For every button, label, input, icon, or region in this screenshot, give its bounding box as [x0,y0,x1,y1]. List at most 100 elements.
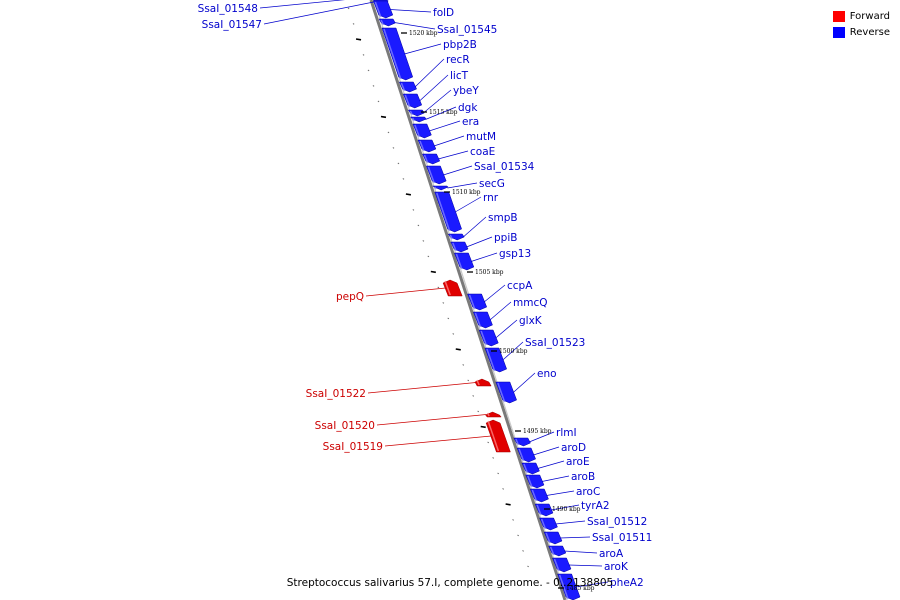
gene-block-secG [432,185,449,191]
leader-line [384,435,492,447]
leader-line [466,236,493,248]
gene-block-eno [495,381,517,404]
leader-line [443,165,473,176]
gene-label-era: era [462,116,479,128]
gene-label-SsaI_01511: SsaI_01511 [592,532,652,544]
gene-block-shade [409,110,413,116]
forward-swatch [832,10,845,22]
scale-label: 1510 kbp [452,189,481,196]
leader-line [489,301,512,321]
gene-label-recR: recR [446,54,470,66]
scale-ticks [347,7,529,568]
gene-label-gsp13: gsp13 [499,248,531,260]
tick-mark [392,147,395,149]
tick-mark [417,224,420,227]
gene-label-SsaI_01523: SsaI_01523 [525,337,585,349]
gene-block-shade [486,348,496,372]
gene-label-tyrA2: tyrA2 [581,500,610,512]
gene-label-aroE: aroE [566,456,590,468]
gene-block-shade [411,117,415,122]
leader-line [541,475,570,482]
leader-line [513,372,536,393]
tick-mark [402,178,405,180]
gene-label-SsaI_01519: SsaI_01519 [323,441,383,453]
gene-label-eno: eno [537,368,557,380]
gene-block-shade [480,330,488,346]
gene-label-rlmI: rlmI [556,427,577,439]
tick-mark [442,302,445,304]
gene-label-secG: secG [479,178,505,190]
leader-line [537,460,565,469]
gene-block-shade [558,574,569,600]
gene-label-ybeY: ybeY [453,85,479,97]
gene-block-shade [549,546,555,556]
gene-block-shade [444,280,451,296]
gene-label-rnr: rnr [483,192,499,204]
tick-mark [527,565,529,568]
gene-block-shade [419,140,425,152]
leader-line [365,287,446,297]
gene-block-ppiB [450,241,469,253]
gene-block-shade [527,475,533,488]
gene-block-shade [515,438,520,446]
tick-mark [380,115,387,119]
gene-block-SsaI_01523 [484,347,507,373]
scale-label: 1515 kbp [429,109,458,116]
scale-label: 1485 kbp [566,585,595,592]
leader-line [483,284,506,303]
gene-block-pbp2B [381,27,414,81]
tick-mark [372,85,375,87]
gene-block-shade [449,234,453,240]
leader-line [495,319,518,339]
leader-line [259,0,346,9]
scale-label: 1495 kbp [523,428,552,435]
leader-line [568,564,603,567]
gene-block-shade [487,420,500,452]
tick-mark [462,364,465,366]
legend-label-reverse: Reverse [849,26,890,38]
leader-line [404,43,442,55]
gene-block-gsp13 [454,252,475,271]
tick-mark [405,193,412,196]
gene-label-ppiB: ppiB [494,232,517,244]
gene-block-shade [536,504,542,516]
gene-block-smpB [447,233,465,241]
leader-line [529,431,555,443]
leader-line [471,252,498,262]
gene-block-ybeY [407,109,425,117]
tick-mark [352,23,355,25]
gene-label-coaE: coaE [470,146,495,158]
gene-label-SsaI_01548: SsaI_01548 [198,3,258,15]
legend: Forward Reverse [832,8,890,40]
gene-label-pheA2: pheA2 [610,577,644,589]
reverse-swatch [832,26,845,38]
tick-mark [412,209,415,211]
gene-block-aroD [516,447,536,463]
leader-line [533,446,560,456]
gene-label-pepQ: pepQ [336,291,364,303]
tick-mark [502,488,505,490]
tick-mark [447,317,450,320]
genome-title: Streptococcus salivarius 57.I, complete … [286,577,614,589]
gene-block-SsaI_01519 [485,419,511,453]
gene-label-licT: licT [450,70,469,82]
tick-mark [355,38,362,41]
legend-item-reverse: Reverse [832,24,890,40]
legend-item-forward: Forward [832,8,890,24]
gene-block-shade [436,192,451,232]
leader-line [560,536,591,539]
gene-block-shade [400,82,406,92]
gene-label-aroA: aroA [599,548,624,560]
gene-block-SsaI_01545 [378,18,396,27]
tick-mark [497,472,500,475]
gene-block-shade [545,532,551,544]
gene-block-shade [404,94,411,108]
leader-line [425,106,457,120]
gene-label-mutM: mutM [466,131,496,143]
leader-line [429,120,461,132]
tick-mark [367,69,370,72]
tick-mark [427,255,430,258]
leader-line [455,196,482,213]
scale-label: 1500 kbp [499,348,528,355]
